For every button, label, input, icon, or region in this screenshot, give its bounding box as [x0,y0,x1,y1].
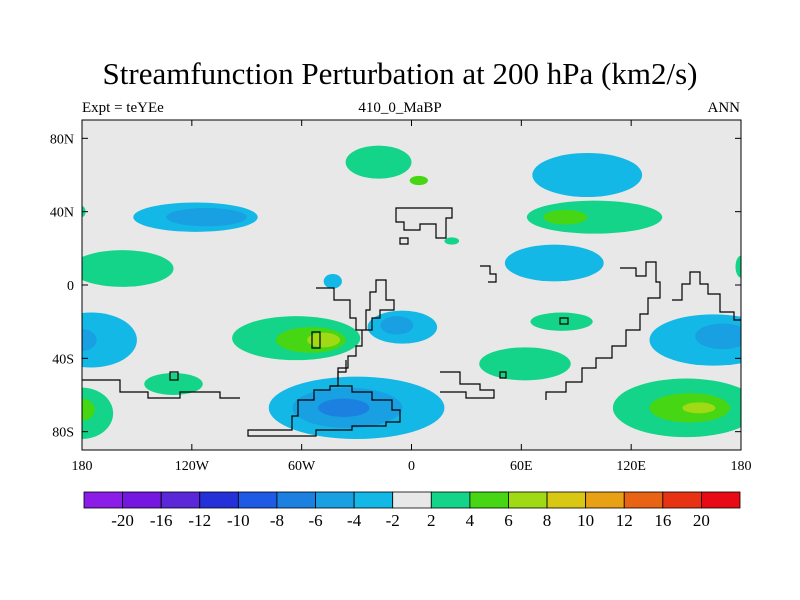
y-tick-label: 40S [52,352,74,367]
colorbar-label: 4 [466,511,475,530]
coastline-south-pacific [169,371,179,381]
coastline-south-america [316,279,395,380]
contour-antarctic-blue-max [318,398,370,418]
contour-west-pacific-blue [82,312,137,368]
contour-fill-layer [82,145,741,440]
colorbar-label: 16 [654,511,671,530]
season-label: ANN [707,100,741,116]
contour-north-atlantic-green [345,145,412,179]
y-tick-label: 40N [50,206,74,221]
colorbar-box [430,491,471,509]
colorbar-box [237,491,278,509]
chart-title: Streamfunction Perturbation at 200 hPa (… [102,56,698,91]
contour-asia-green-core [543,209,588,225]
colorbar-label: 12 [616,511,633,530]
colorbar-label: -10 [227,511,250,530]
experiment-label: Expt = teYEe [82,100,164,116]
colorbar-box [353,491,394,509]
contour-west-pacific-blue-core [82,329,97,351]
colorbar-box [469,491,509,509]
colorbar-box [701,491,741,509]
colorbar-box [585,491,625,509]
colorbar-label: -20 [111,511,134,530]
contour-australia-blue-core [695,323,741,350]
colorbar-label: -16 [150,511,173,530]
x-tick-label: 60W [288,459,316,474]
contour-central-asia-green-small [444,237,460,245]
colorbar-label: 20 [693,511,710,530]
y-tick-label: 80N [50,132,74,147]
colorbar-label: 10 [577,511,594,530]
x-tick-label: 0 [408,459,415,474]
colorbar-box [199,491,239,509]
coastline-small-island [311,331,321,349]
axes-layer: 180 120W 60W 0 60E 120E 180 80N 40N 0 40S 80S [50,120,752,474]
x-tick-label: 120E [616,459,646,474]
colorbar-box [160,491,201,509]
coastline-chile [330,360,347,387]
contour-pacific-green-west [82,250,174,287]
colorbar-box [276,491,316,509]
colorbar-box [546,491,587,509]
contour-india-blue [504,244,604,282]
x-tick-label: 180 [72,459,93,474]
colorbar-box [623,491,664,509]
colorbar-label: 2 [427,511,436,530]
contour-southwest-green [82,387,114,439]
contour-southeast-pacific-green-max [682,402,716,414]
colorbar-label: -8 [270,511,284,530]
colorbar: -20 -16 -12 -10 -8 -6 -4 -2 2 4 6 8 10 12 16 20 [83,491,741,530]
colorbar-label: -12 [188,511,211,530]
contour-north-pacific-blue-core [166,208,247,227]
contour-south-indian-green [479,347,571,381]
colorbar-label: -6 [308,511,322,530]
coastline-island-chain [399,237,569,379]
contour-southwest-green-core [82,398,95,421]
contour-pacific-green-south [144,373,203,395]
colorbar-box [122,491,162,509]
y-tick-label: 80S [52,426,74,441]
contour-north-atlantic-green-core [409,175,428,186]
x-tick-label: 180 [731,459,752,474]
colorbar-label: -4 [347,511,362,530]
colorbar-label: 6 [504,511,513,530]
x-tick-label: 60E [510,459,533,474]
colorbar-box [83,491,123,509]
y-tick-label: 0 [67,279,74,294]
coastline-north-pacific [82,379,240,399]
coastline-australia [672,271,741,321]
case-label: 410_0_MaBP [358,100,442,116]
contour-east-asia-blue [532,153,643,197]
colorbar-label: 8 [543,511,552,530]
coastline-africa [395,207,453,239]
coastline-antarctica [247,385,401,437]
contour-asia-green [526,200,663,234]
colorbar-label: -2 [386,511,400,530]
coastline-asia-east [545,261,661,400]
colorbar-box [508,491,548,509]
colorbar-box [392,491,432,509]
coastline-arabia [480,265,497,283]
coastline-layer [82,207,741,437]
contour-pacific-edge-green-east [735,255,741,278]
colorbar-box [662,491,702,509]
contour-south-america-green-max [307,332,341,348]
contour-south-atlantic-blue-core [380,316,414,335]
contour-atlantic-blue-small [323,274,342,289]
colorbar-box [315,491,355,509]
contour-indian-ocean-green [530,312,593,331]
x-tick-label: 120W [175,459,210,474]
coastline-africa-south [440,371,495,399]
